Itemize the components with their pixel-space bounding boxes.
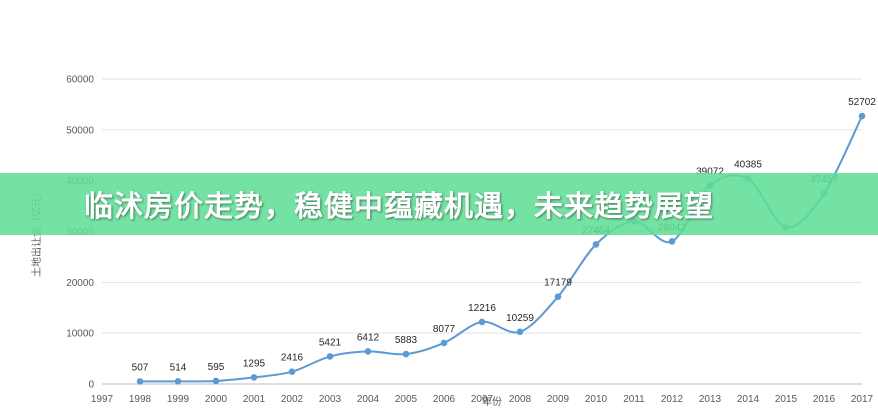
data-point bbox=[440, 339, 448, 347]
x-tick-label: 1999 bbox=[167, 394, 190, 405]
data-label: 2416 bbox=[281, 353, 304, 364]
data-point bbox=[516, 328, 524, 336]
x-tick-label: 2015 bbox=[775, 394, 798, 405]
data-point bbox=[478, 318, 486, 326]
data-point bbox=[212, 377, 220, 385]
data-label: 507 bbox=[132, 362, 149, 373]
data-point bbox=[858, 112, 866, 120]
data-point bbox=[592, 241, 600, 248]
x-tick-label: 2004 bbox=[357, 394, 380, 405]
data-label: 10259 bbox=[506, 313, 534, 324]
x-tick-label: 2012 bbox=[661, 394, 684, 405]
x-tick-label: 2007 bbox=[471, 394, 494, 405]
x-tick-label: 2017 bbox=[851, 394, 874, 405]
data-points bbox=[136, 112, 866, 385]
data-point bbox=[668, 238, 676, 245]
data-label: 52702 bbox=[848, 97, 876, 108]
data-label: 12216 bbox=[468, 303, 496, 314]
y-tick-label: 50000 bbox=[66, 125, 94, 136]
x-tick-label: 2002 bbox=[281, 394, 304, 405]
y-tick-label: 20000 bbox=[66, 278, 94, 289]
banner-title: 临沭房价走势，稳健中蕴藏机遇，未来趋势展望 bbox=[84, 189, 715, 223]
data-label: 595 bbox=[208, 362, 225, 373]
x-tick-label: 2000 bbox=[205, 394, 228, 405]
data-point bbox=[136, 378, 144, 385]
x-tick-label: 2016 bbox=[813, 394, 836, 405]
data-label: 6412 bbox=[357, 332, 380, 343]
data-point bbox=[402, 350, 410, 358]
data-point bbox=[288, 368, 296, 376]
data-label: 8077 bbox=[433, 324, 456, 335]
x-tick-label: 1998 bbox=[129, 394, 152, 405]
x-axis-title: 年份 bbox=[482, 395, 502, 408]
series-line bbox=[139, 115, 863, 383]
x-tick-label: 2008 bbox=[509, 394, 532, 405]
x-tick-label: 2014 bbox=[737, 394, 760, 405]
series-path bbox=[139, 115, 863, 383]
x-tick-label: 2006 bbox=[433, 394, 456, 405]
x-tick-label: 2010 bbox=[585, 394, 608, 405]
title-banner: 临沭房价走势，稳健中蕴藏机遇，未来趋势展望 bbox=[0, 173, 878, 235]
y-tick-label: 10000 bbox=[66, 329, 94, 340]
x-tick-label: 2001 bbox=[243, 394, 266, 405]
data-label: 5883 bbox=[395, 335, 418, 346]
data-labels: 507 514 595 1295 2416 5421 6412 5883 8077 12216 10… bbox=[132, 97, 877, 373]
x-tick-label: 2005 bbox=[395, 394, 418, 405]
x-tick-label: 2011 bbox=[623, 394, 645, 405]
x-tick-label: 1997 bbox=[91, 394, 114, 405]
data-label: 5421 bbox=[319, 337, 342, 348]
data-point bbox=[554, 293, 562, 300]
x-axis: 1997 1998 1999 2000 2001 2002 2003 2004 2005 2006… bbox=[91, 394, 874, 405]
x-tick-label: 2003 bbox=[319, 394, 342, 405]
data-point bbox=[326, 353, 334, 360]
data-point bbox=[250, 374, 258, 381]
data-label: 1295 bbox=[243, 358, 266, 369]
x-tick-label: 2013 bbox=[699, 394, 722, 405]
data-label: 39072 bbox=[696, 166, 724, 177]
y-tick-label: 0 bbox=[88, 380, 94, 391]
x-tick-label: 2009 bbox=[547, 394, 570, 405]
data-point bbox=[174, 378, 182, 385]
data-label: 40385 bbox=[734, 160, 762, 171]
data-label: 17179 bbox=[544, 278, 572, 289]
y-tick-label: 60000 bbox=[66, 75, 94, 86]
data-label: 514 bbox=[170, 362, 187, 373]
data-point bbox=[364, 348, 372, 355]
